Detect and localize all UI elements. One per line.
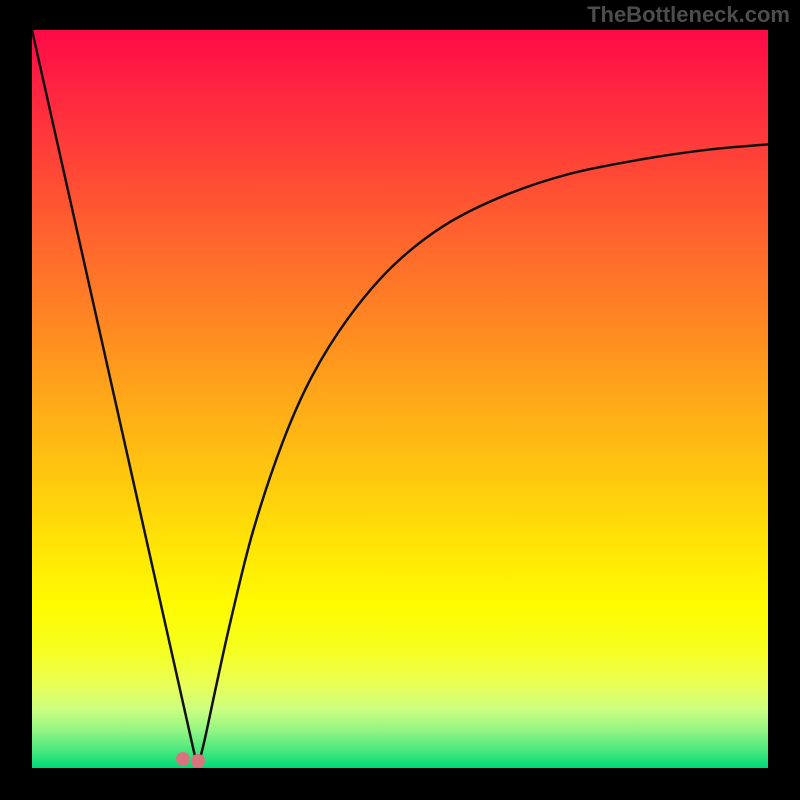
gradient-background bbox=[32, 30, 768, 768]
minimum-marker bbox=[191, 754, 205, 768]
watermark-text: TheBottleneck.com bbox=[587, 2, 790, 28]
plot-area bbox=[32, 30, 768, 768]
chart-container: TheBottleneck.com bbox=[0, 0, 800, 800]
minimum-marker-secondary bbox=[176, 752, 190, 766]
